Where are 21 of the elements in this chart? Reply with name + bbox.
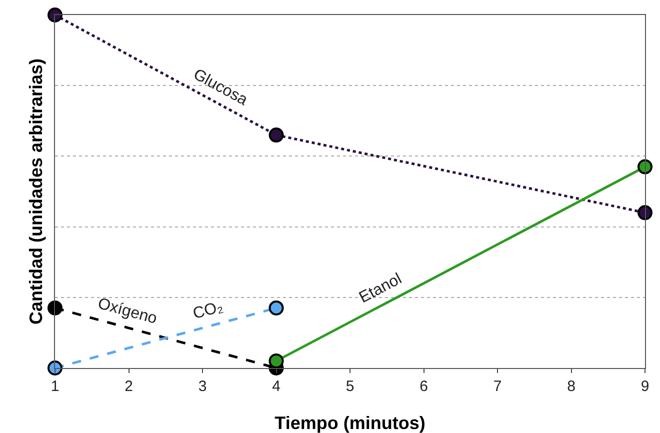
- text: CO₂: [191, 298, 225, 323]
- point: [48, 360, 62, 376]
- point: [268, 353, 284, 368]
- y-axis-title: Cantidad (unidades arbitrarias): [26, 58, 46, 325]
- x-tick-label: 3: [198, 378, 207, 395]
- x-tick-label: 6: [420, 378, 428, 395]
- x-tick-label: 5: [346, 378, 354, 395]
- x-tick-label: 9: [640, 378, 650, 395]
- point: [638, 205, 652, 220]
- point: [638, 159, 652, 174]
- x-tick-label: 4: [272, 378, 280, 395]
- x-axis-title: Tiempo (minutos): [274, 413, 426, 433]
- point: [268, 128, 284, 143]
- point: [48, 8, 62, 22]
- x-tick-label: 8: [567, 378, 576, 395]
- x-tick-label: 1: [50, 378, 60, 395]
- text: Oxígeno: [96, 295, 159, 328]
- x-tick-label: 2: [124, 378, 133, 395]
- x-tick-label: 7: [493, 378, 502, 395]
- point: [48, 300, 62, 316]
- point: [268, 300, 284, 316]
